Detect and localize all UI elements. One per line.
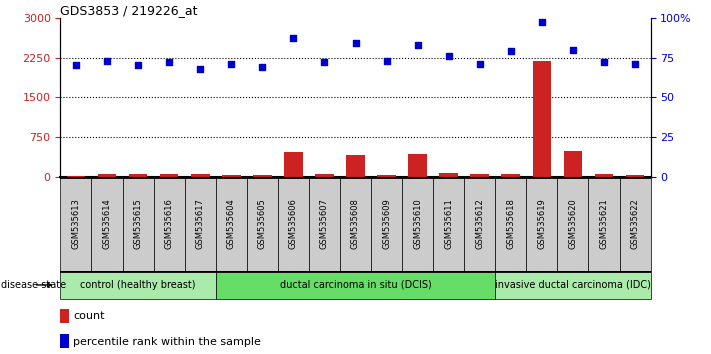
Bar <box>215 177 247 271</box>
Bar <box>60 309 70 323</box>
Text: GSM535612: GSM535612 <box>475 199 484 249</box>
Bar <box>67 176 85 177</box>
Text: percentile rank within the sample: percentile rank within the sample <box>73 337 261 347</box>
Bar <box>626 175 644 177</box>
Text: GSM535617: GSM535617 <box>196 199 205 249</box>
Bar <box>589 177 619 271</box>
Bar <box>340 177 371 271</box>
Bar <box>154 177 185 271</box>
Bar <box>97 175 117 177</box>
Bar <box>315 174 333 177</box>
Point <box>70 63 82 68</box>
Point <box>164 59 175 65</box>
Bar <box>92 177 122 271</box>
Bar <box>564 151 582 177</box>
Bar <box>619 177 651 271</box>
Bar <box>557 177 589 271</box>
Text: GSM535605: GSM535605 <box>258 199 267 249</box>
Bar <box>346 155 365 177</box>
Bar <box>496 177 526 271</box>
Bar <box>378 175 396 177</box>
Bar <box>371 177 402 271</box>
Text: GSM535611: GSM535611 <box>444 199 453 249</box>
Text: GSM535618: GSM535618 <box>506 199 515 249</box>
Bar <box>129 174 147 177</box>
Bar <box>501 175 520 177</box>
Bar <box>247 177 278 271</box>
Bar <box>402 177 433 271</box>
Bar <box>408 154 427 177</box>
Point <box>598 59 609 65</box>
Point <box>257 64 268 70</box>
Point <box>225 61 237 67</box>
Bar <box>122 177 154 271</box>
Bar <box>309 177 340 271</box>
Text: GSM535616: GSM535616 <box>165 199 173 249</box>
Bar <box>496 271 651 299</box>
Bar <box>278 177 309 271</box>
Point <box>288 35 299 41</box>
Point <box>132 63 144 68</box>
Bar <box>222 175 240 177</box>
Point <box>102 58 113 64</box>
Text: disease state: disease state <box>1 280 66 290</box>
Text: GSM535620: GSM535620 <box>568 199 577 249</box>
Bar <box>471 175 489 177</box>
Text: GSM535607: GSM535607 <box>320 199 329 249</box>
Text: GSM535619: GSM535619 <box>538 199 546 249</box>
Text: count: count <box>73 312 105 321</box>
Text: invasive ductal carcinoma (IDC): invasive ductal carcinoma (IDC) <box>495 280 651 290</box>
Bar <box>439 173 458 177</box>
Bar <box>60 271 215 299</box>
Bar <box>215 271 496 299</box>
Text: GSM535610: GSM535610 <box>413 199 422 249</box>
Text: GSM535608: GSM535608 <box>351 199 360 249</box>
Point <box>350 40 361 46</box>
Text: GSM535615: GSM535615 <box>134 199 143 249</box>
Text: GSM535613: GSM535613 <box>72 199 80 249</box>
Bar <box>191 174 210 177</box>
Bar <box>284 152 303 177</box>
Bar <box>160 175 178 177</box>
Text: GSM535609: GSM535609 <box>382 199 391 249</box>
Bar <box>533 61 551 177</box>
Text: GSM535622: GSM535622 <box>631 199 639 249</box>
Bar <box>185 177 215 271</box>
Point <box>381 58 392 64</box>
Bar <box>464 177 496 271</box>
Point <box>412 42 423 48</box>
Bar <box>594 174 614 177</box>
Point <box>536 19 547 25</box>
Point <box>319 59 330 65</box>
Text: GSM535621: GSM535621 <box>599 199 609 249</box>
Bar <box>526 177 557 271</box>
Bar <box>433 177 464 271</box>
Point <box>629 61 641 67</box>
Text: GSM535604: GSM535604 <box>227 199 236 249</box>
Text: control (healthy breast): control (healthy breast) <box>80 280 196 290</box>
Bar <box>60 334 70 348</box>
Point <box>443 53 454 59</box>
Text: ductal carcinoma in situ (DCIS): ductal carcinoma in situ (DCIS) <box>279 280 432 290</box>
Point <box>474 61 486 67</box>
Bar <box>60 177 92 271</box>
Text: GSM535606: GSM535606 <box>289 199 298 249</box>
Bar <box>253 175 272 177</box>
Point <box>567 47 579 52</box>
Point <box>505 48 516 54</box>
Point <box>195 66 206 72</box>
Text: GDS3853 / 219226_at: GDS3853 / 219226_at <box>60 4 198 17</box>
Text: GSM535614: GSM535614 <box>102 199 112 249</box>
